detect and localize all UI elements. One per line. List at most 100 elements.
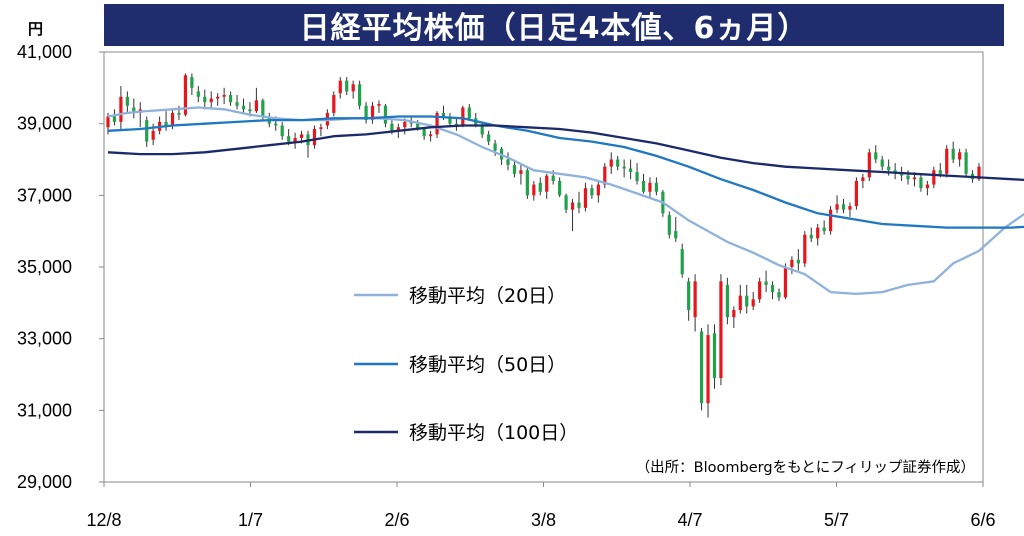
candle-down	[190, 77, 194, 88]
candle-down	[280, 125, 284, 137]
candle-down	[441, 112, 446, 117]
candle-down	[822, 227, 826, 232]
candle-up	[958, 152, 962, 160]
candle-up	[835, 204, 839, 210]
candle-down	[422, 129, 426, 137]
candle-up	[351, 84, 355, 92]
candle-down	[409, 121, 413, 124]
candle-down	[558, 181, 562, 196]
candle-down	[764, 281, 768, 285]
candle-down	[538, 182, 542, 192]
candle-down	[577, 202, 581, 208]
candle-up	[545, 175, 549, 192]
candle-up	[867, 152, 871, 178]
legend-label-ma100: 移動平均（100日）	[409, 422, 578, 444]
candle-down	[364, 105, 368, 121]
candle-up	[848, 206, 852, 210]
x-tick-label: 12/8	[86, 510, 121, 530]
candle-down	[287, 136, 291, 142]
candle-down	[674, 231, 678, 239]
candle-up	[396, 127, 400, 131]
y-tick-label: 37,000	[17, 185, 72, 205]
candle-down	[880, 159, 884, 167]
candle-down	[241, 105, 246, 110]
candle-down	[964, 152, 968, 174]
candle-down	[345, 80, 349, 92]
candle-down	[629, 168, 633, 173]
candle-down	[635, 172, 639, 181]
source-note: （出所：Bloombergをもとにフィリップ証券作成）	[636, 459, 975, 476]
candle-down	[228, 95, 233, 103]
candle-up	[790, 259, 794, 267]
candle-down	[809, 234, 813, 239]
candle-down	[841, 204, 846, 210]
y-tick-label: 31,000	[17, 400, 72, 420]
candle-down	[770, 284, 775, 293]
candle-down	[235, 102, 239, 106]
legend-label-ma20: 移動平均（20日）	[409, 285, 566, 307]
candle-up	[829, 209, 833, 232]
legend: 移動平均（20日） 移動平均（50日） 移動平均（100日）	[354, 285, 578, 444]
candle-down	[777, 292, 781, 298]
candle-down	[622, 166, 626, 169]
x-tick-label: 4/7	[677, 510, 702, 530]
candle-up	[912, 177, 917, 180]
candle-down	[525, 170, 529, 196]
candle-up	[461, 107, 465, 126]
candle-down	[164, 121, 168, 126]
moving-average-lines	[107, 106, 1024, 296]
candle-down	[667, 215, 671, 235]
candle-up	[583, 188, 588, 208]
candle-up	[803, 234, 807, 264]
x-tick-label: 3/8	[531, 510, 556, 530]
candle-down	[487, 134, 491, 142]
candle-down	[512, 164, 517, 174]
candle-down	[358, 84, 362, 106]
candle-down	[467, 107, 471, 119]
candle-up	[332, 95, 336, 113]
candle-down	[641, 181, 646, 192]
y-tick-label: 29,000	[17, 472, 72, 492]
candle-up	[519, 170, 523, 174]
legend-label-ma50: 移動平均（50日）	[409, 354, 566, 376]
candle-up	[758, 281, 762, 300]
candle-down	[712, 333, 717, 379]
candle-up	[403, 121, 407, 128]
candle-up	[732, 310, 736, 318]
candle-up	[222, 95, 226, 97]
candle-down	[590, 188, 594, 196]
candle-up	[209, 98, 213, 103]
candle-up	[738, 295, 742, 310]
candle-up	[816, 227, 820, 239]
candle-up	[319, 127, 323, 130]
ma50-line	[107, 115, 1024, 229]
candle-up	[719, 281, 723, 379]
candle-down	[687, 281, 691, 310]
candle-up	[945, 148, 949, 174]
candle-up	[312, 129, 317, 146]
candle-down	[480, 125, 484, 135]
candle-down	[899, 173, 904, 176]
candle-down	[196, 91, 200, 97]
candle-down	[506, 159, 510, 165]
x-tick-label: 1/7	[238, 510, 263, 530]
candle-down	[132, 107, 136, 113]
candle-up	[861, 177, 865, 181]
candle-up	[170, 112, 175, 126]
candle-down	[551, 175, 555, 181]
chart-title: 日経平均株価（日足4本値、6ヵ月）	[104, 4, 1004, 46]
candle-down	[887, 166, 891, 171]
candle-up	[151, 130, 155, 140]
candle-up	[254, 100, 258, 112]
candle-up	[293, 138, 297, 142]
candle-up	[370, 105, 375, 121]
candle-up	[532, 184, 536, 196]
candle-down	[203, 96, 207, 103]
candle-up	[603, 166, 607, 185]
candle-up	[119, 96, 123, 122]
candle-up	[435, 112, 439, 135]
candle-down	[493, 143, 497, 151]
candle-down	[145, 120, 149, 142]
candle-down	[874, 152, 878, 160]
